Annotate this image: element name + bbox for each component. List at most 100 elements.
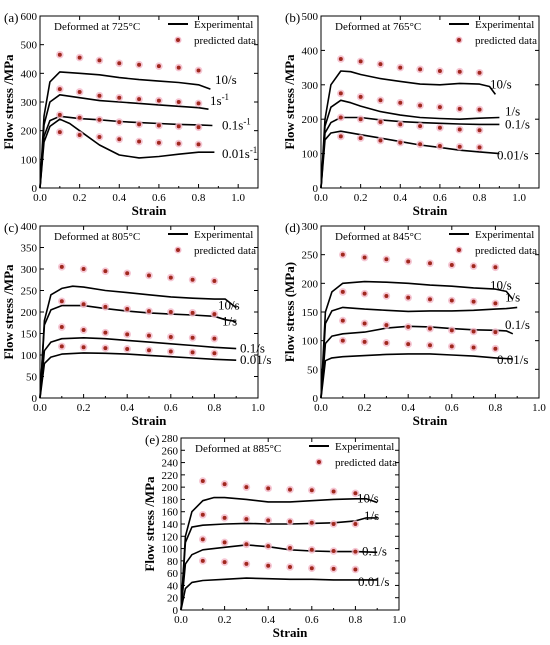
predicted-point	[428, 326, 432, 331]
y-tick-label: 280	[162, 433, 179, 445]
predicted-point	[222, 540, 227, 545]
x-tick-label: 1.0	[231, 192, 245, 204]
experimental-curve	[39, 94, 209, 189]
predicted-point	[418, 103, 423, 108]
predicted-point	[59, 344, 64, 349]
series-10/s: 10/s	[39, 263, 240, 399]
y-tick-label: 80	[167, 556, 179, 568]
experimental-curve	[39, 285, 237, 399]
legend: Experimental predicted data	[168, 229, 256, 257]
rate-label: 0.01/s	[358, 574, 389, 589]
x-tick-label: 0.0	[314, 402, 328, 414]
predicted-point	[57, 130, 62, 135]
predicted-point	[125, 271, 130, 276]
panel-label: (d)	[285, 220, 300, 235]
rate-label: 10/s	[490, 277, 512, 292]
predicted-point	[406, 324, 411, 329]
predicted-point	[137, 62, 142, 67]
predicted-point	[57, 112, 62, 117]
predicted-point	[168, 349, 173, 354]
experimental-curve	[39, 115, 213, 189]
x-tick-label: 0.0	[174, 614, 188, 626]
predicted-point	[449, 328, 454, 333]
predicted-point	[77, 89, 82, 94]
predicted-point	[77, 115, 82, 120]
predicted-point	[103, 304, 108, 309]
x-axis-label: Strain	[413, 203, 448, 218]
predicted-point	[196, 125, 201, 130]
predicted-point	[156, 140, 161, 145]
legend-experimental: Experimental	[475, 229, 534, 241]
predicted-point	[384, 323, 389, 328]
experimental-curve	[180, 496, 378, 611]
predicted-point	[81, 345, 86, 350]
y-axis-label: Flow stress (MPa)	[282, 262, 297, 362]
legend-predicted: predicted data	[335, 457, 397, 469]
predicted-point	[457, 144, 462, 149]
predicted-point	[457, 69, 462, 74]
predicted-point	[147, 348, 151, 353]
series-0.01/s: 0.01/s	[39, 342, 271, 399]
y-tick-label: 200	[21, 126, 38, 138]
predicted-point	[398, 140, 403, 145]
y-tick-label: 40	[167, 580, 179, 592]
predicted-point	[200, 537, 205, 542]
predicted-point	[406, 259, 411, 264]
series-10/s: 10/s	[320, 250, 514, 399]
y-tick-label: 300	[302, 80, 319, 92]
axes-frame	[320, 15, 540, 189]
predicted-point	[358, 117, 363, 122]
experimental-curve	[39, 304, 237, 399]
predicted-point	[428, 343, 432, 348]
predicted-point	[428, 297, 432, 302]
rate-label: 1/s	[364, 508, 379, 523]
predicted-point	[266, 518, 271, 523]
predicted-point	[331, 566, 336, 571]
predicted-point	[331, 549, 336, 554]
y-tick-label: 300	[21, 97, 38, 109]
predicted-point	[147, 309, 151, 314]
predicted-point	[493, 301, 498, 306]
predicted-point	[493, 265, 498, 270]
legend-predicted: predicted data	[194, 35, 256, 47]
legend-experimental: Experimental	[194, 229, 253, 241]
predicted-point	[353, 549, 358, 554]
x-tick-label: 1.0	[392, 614, 406, 626]
predicted-point	[338, 115, 343, 120]
x-tick-label: 0.8	[473, 192, 487, 204]
predicted-point	[147, 333, 151, 338]
predicted-point	[190, 277, 195, 282]
experimental-curve	[320, 116, 500, 189]
series-1s-1: 1s-1	[39, 85, 229, 189]
x-tick-label: 0.2	[77, 402, 91, 414]
x-tick-label: 0.4	[393, 192, 407, 204]
y-tick-label: 400	[21, 221, 38, 233]
rate-label: 0.1s-1	[222, 117, 251, 133]
predicted-point	[362, 255, 367, 260]
predicted-point	[200, 512, 205, 517]
series-0.1/s: 0.1/s	[180, 535, 387, 611]
predicted-point	[117, 95, 122, 100]
x-tick-label: 0.4	[112, 192, 126, 204]
rate-label: 10/s	[357, 491, 379, 506]
rate-label: 1/s	[505, 289, 520, 304]
x-tick-label: 0.4	[120, 402, 134, 414]
rate-label: 10/s	[215, 72, 237, 87]
panel-d: 0.0 0.2 0.4 0.6 0.8 1.0 0 50 100 150 200 250 300 Stra…	[282, 220, 546, 428]
predicted-point	[266, 544, 271, 549]
chart-title: Deformed at 725°C	[54, 21, 140, 33]
y-tick-label: 500	[21, 40, 38, 52]
legend-experimental: Experimental	[194, 19, 253, 31]
predicted-point	[59, 325, 64, 330]
predicted-point	[212, 312, 217, 317]
x-tick-label: 0.4	[401, 402, 415, 414]
predicted-point	[103, 346, 108, 351]
predicted-point	[384, 340, 389, 345]
chart-title: Deformed at 885°C	[195, 443, 281, 455]
chart-title: Deformed at 765°C	[335, 21, 421, 33]
predicted-point	[137, 122, 142, 127]
x-axis-label: Strain	[273, 625, 308, 640]
x-axis-label: Strain	[132, 203, 167, 218]
predicted-point	[362, 321, 367, 326]
predicted-point	[244, 485, 249, 490]
